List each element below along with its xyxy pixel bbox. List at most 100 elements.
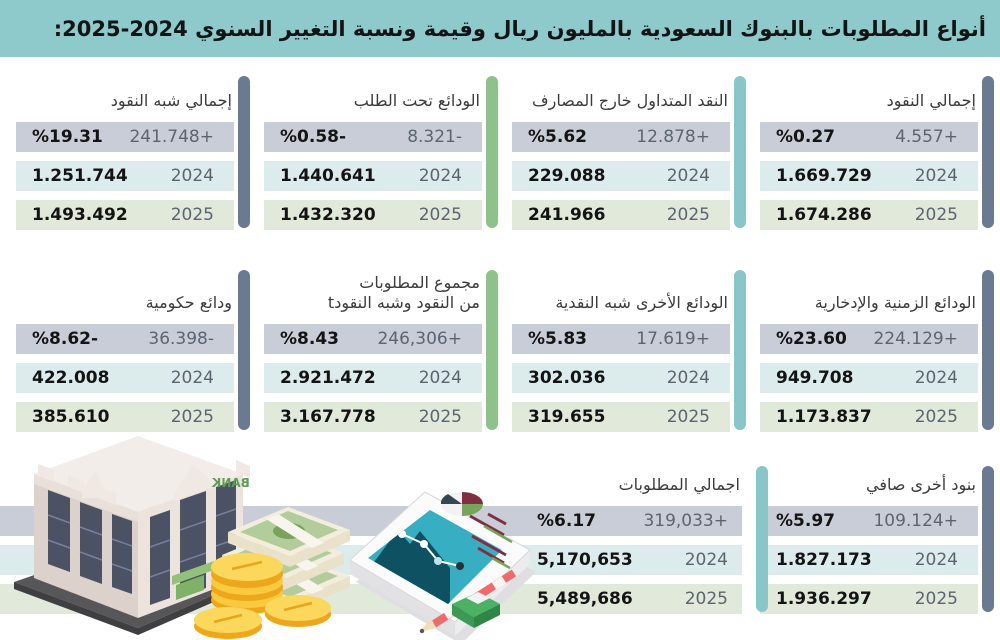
card-title-line-2: من النقود وشبه النقودt <box>327 293 480 312</box>
year-2025-row: 2025 385.610 <box>16 402 234 432</box>
year-label: 2025 <box>666 205 710 225</box>
year-label: 2024 <box>684 550 728 570</box>
change-row: 36.398- %8.62- <box>16 324 234 354</box>
card-title: الودائع تحت الطلب <box>353 91 480 110</box>
card-total-liabilities: اجمالي المطلوبات 319,033+ %6.17 2024 5,1… <box>0 464 768 614</box>
change-row: 224.129+ %23.60 <box>760 324 978 354</box>
amount-2024: 949.708 <box>776 368 854 388</box>
year-2025-row: 2025 1.173.837 <box>760 402 978 432</box>
year-label: 2024 <box>170 166 214 186</box>
year-label: 2024 <box>418 166 462 186</box>
year-2024-row: 2024 1.251.744 <box>16 161 234 191</box>
card-government-deposits: ودائع حكومية 36.398- %8.62- 2024 422.008… <box>4 268 252 432</box>
year-label: 2024 <box>666 166 710 186</box>
year-label: 2024 <box>914 368 958 388</box>
cards-row-1: إجمالي النقود 4.557+ %0.27 2024 1.669.72… <box>0 74 1000 230</box>
year-label: 2024 <box>914 550 958 570</box>
year-2024-row: 2024 949.708 <box>760 363 978 393</box>
year-label: 2025 <box>418 205 462 225</box>
year-2025-row: 2025 3.167.778 <box>264 402 482 432</box>
card-title: الودائع الأخرى شبه النقدية <box>555 293 728 312</box>
card-title: ودائع حكومية <box>145 293 232 312</box>
year-label: 2024 <box>418 368 462 388</box>
year-2024-row: 2024 1.440.641 <box>264 161 482 191</box>
card-currency-outside-banks: النقد المتداول خارج المصارف 12.878+ %5.6… <box>500 74 748 230</box>
cards-row-3: بنود أخرى صافي 109.124+ %5.97 2024 1.827… <box>0 436 1000 640</box>
card-title: بنود أخرى صافي <box>866 475 976 494</box>
change-value: 4.557+ <box>895 127 958 147</box>
year-label: 2025 <box>170 407 214 427</box>
amount-2024: 422.008 <box>32 368 110 388</box>
year-2024-row: 2024 2.921.472 <box>264 363 482 393</box>
amount-2025: 241.966 <box>528 205 606 225</box>
change-percent: %0.27 <box>776 127 835 147</box>
change-value: 224.129+ <box>873 329 958 349</box>
page-title: أنواع المطلوبات بالبنوك السعودية بالمليو… <box>53 16 986 41</box>
year-2024-row: 2024 1.669.729 <box>760 161 978 191</box>
accent-bar <box>734 76 746 228</box>
amount-2025: 1.674.286 <box>776 205 872 225</box>
change-percent: %6.17 <box>537 511 596 531</box>
amount-2025: 1.493.492 <box>32 205 128 225</box>
amount-2024: 5,170,653 <box>537 550 633 570</box>
change-percent: %23.60 <box>776 329 847 349</box>
amount-2025: 1.936.297 <box>776 589 872 609</box>
year-label: 2024 <box>170 368 214 388</box>
year-2024-row: 2024 229.088 <box>512 161 730 191</box>
amount-2025: 3.167.778 <box>280 407 376 427</box>
amount-2025: 319.655 <box>528 407 606 427</box>
change-value: 12.878+ <box>636 127 710 147</box>
year-label: 2025 <box>914 205 958 225</box>
year-label: 2025 <box>684 589 728 609</box>
card-total-money: إجمالي النقود 4.557+ %0.27 2024 1.669.72… <box>748 74 996 230</box>
accent-bar <box>982 466 994 612</box>
change-percent: %19.31 <box>32 127 103 147</box>
amount-2025: 385.610 <box>32 407 110 427</box>
amount-2025: 1.173.837 <box>776 407 872 427</box>
accent-bar <box>982 270 994 430</box>
change-value: 319,033+ <box>643 511 728 531</box>
year-label: 2025 <box>666 407 710 427</box>
title-bar: أنواع المطلوبات بالبنوك السعودية بالمليو… <box>0 0 1000 57</box>
year-2025-row: 2025 319.655 <box>512 402 730 432</box>
change-percent: %5.62 <box>528 127 587 147</box>
change-row: 17.619+ %5.83 <box>512 324 730 354</box>
amount-2024: 1.669.729 <box>776 166 872 186</box>
amount-2025: 5,489,686 <box>537 589 633 609</box>
accent-bar <box>486 76 498 228</box>
amount-2024: 229.088 <box>528 166 606 186</box>
accent-bar <box>238 270 250 430</box>
year-2024-row: 2024 422.008 <box>16 363 234 393</box>
year-label: 2025 <box>914 589 958 609</box>
card-demand-deposits: الودائع تحت الطلب 8.321- %0.58- 2024 1.4… <box>252 74 500 230</box>
amount-2024: 302.036 <box>528 368 606 388</box>
change-value: 109.124+ <box>873 511 958 531</box>
change-row: 109.124+ %5.97 <box>760 506 978 536</box>
card-title-line-1: مجموع المطلوبات <box>359 273 480 292</box>
card-total-quasi-money: إجمالي شبه النقود 241.748+ %19.31 2024 1… <box>4 74 252 230</box>
card-title: النقد المتداول خارج المصارف <box>532 91 728 110</box>
card-title: الودائع الزمنية والإدخارية <box>814 293 976 312</box>
year-label: 2025 <box>914 407 958 427</box>
change-row: 4.557+ %0.27 <box>760 122 978 152</box>
accent-bar <box>756 466 768 612</box>
year-2024-row: 2024 1.827.173 <box>760 545 978 575</box>
card-title: إجمالي النقود <box>886 91 976 110</box>
amount-2024: 1.440.641 <box>280 166 376 186</box>
card-time-savings-deposits: الودائع الزمنية والإدخارية 224.129+ %23.… <box>748 268 996 432</box>
change-percent: %5.97 <box>776 511 835 531</box>
change-value: 36.398- <box>148 329 214 349</box>
card-other-items-net: بنود أخرى صافي 109.124+ %5.97 2024 1.827… <box>748 464 996 614</box>
year-2025-row: 2025 1.493.492 <box>16 200 234 230</box>
year-2025-row: 2025 5,489,686 <box>0 584 742 614</box>
change-percent: %8.43 <box>280 329 339 349</box>
year-label: 2025 <box>170 205 214 225</box>
year-label: 2025 <box>418 407 462 427</box>
change-row: 319,033+ %6.17 <box>0 506 742 536</box>
change-value: 246,306+ <box>377 329 462 349</box>
change-value: 17.619+ <box>636 329 710 349</box>
cards-row-2: الودائع الزمنية والإدخارية 224.129+ %23.… <box>0 268 1000 432</box>
year-2024-row: 2024 5,170,653 <box>0 545 742 575</box>
change-row: 241.748+ %19.31 <box>16 122 234 152</box>
change-row: 246,306+ %8.43 <box>264 324 482 354</box>
